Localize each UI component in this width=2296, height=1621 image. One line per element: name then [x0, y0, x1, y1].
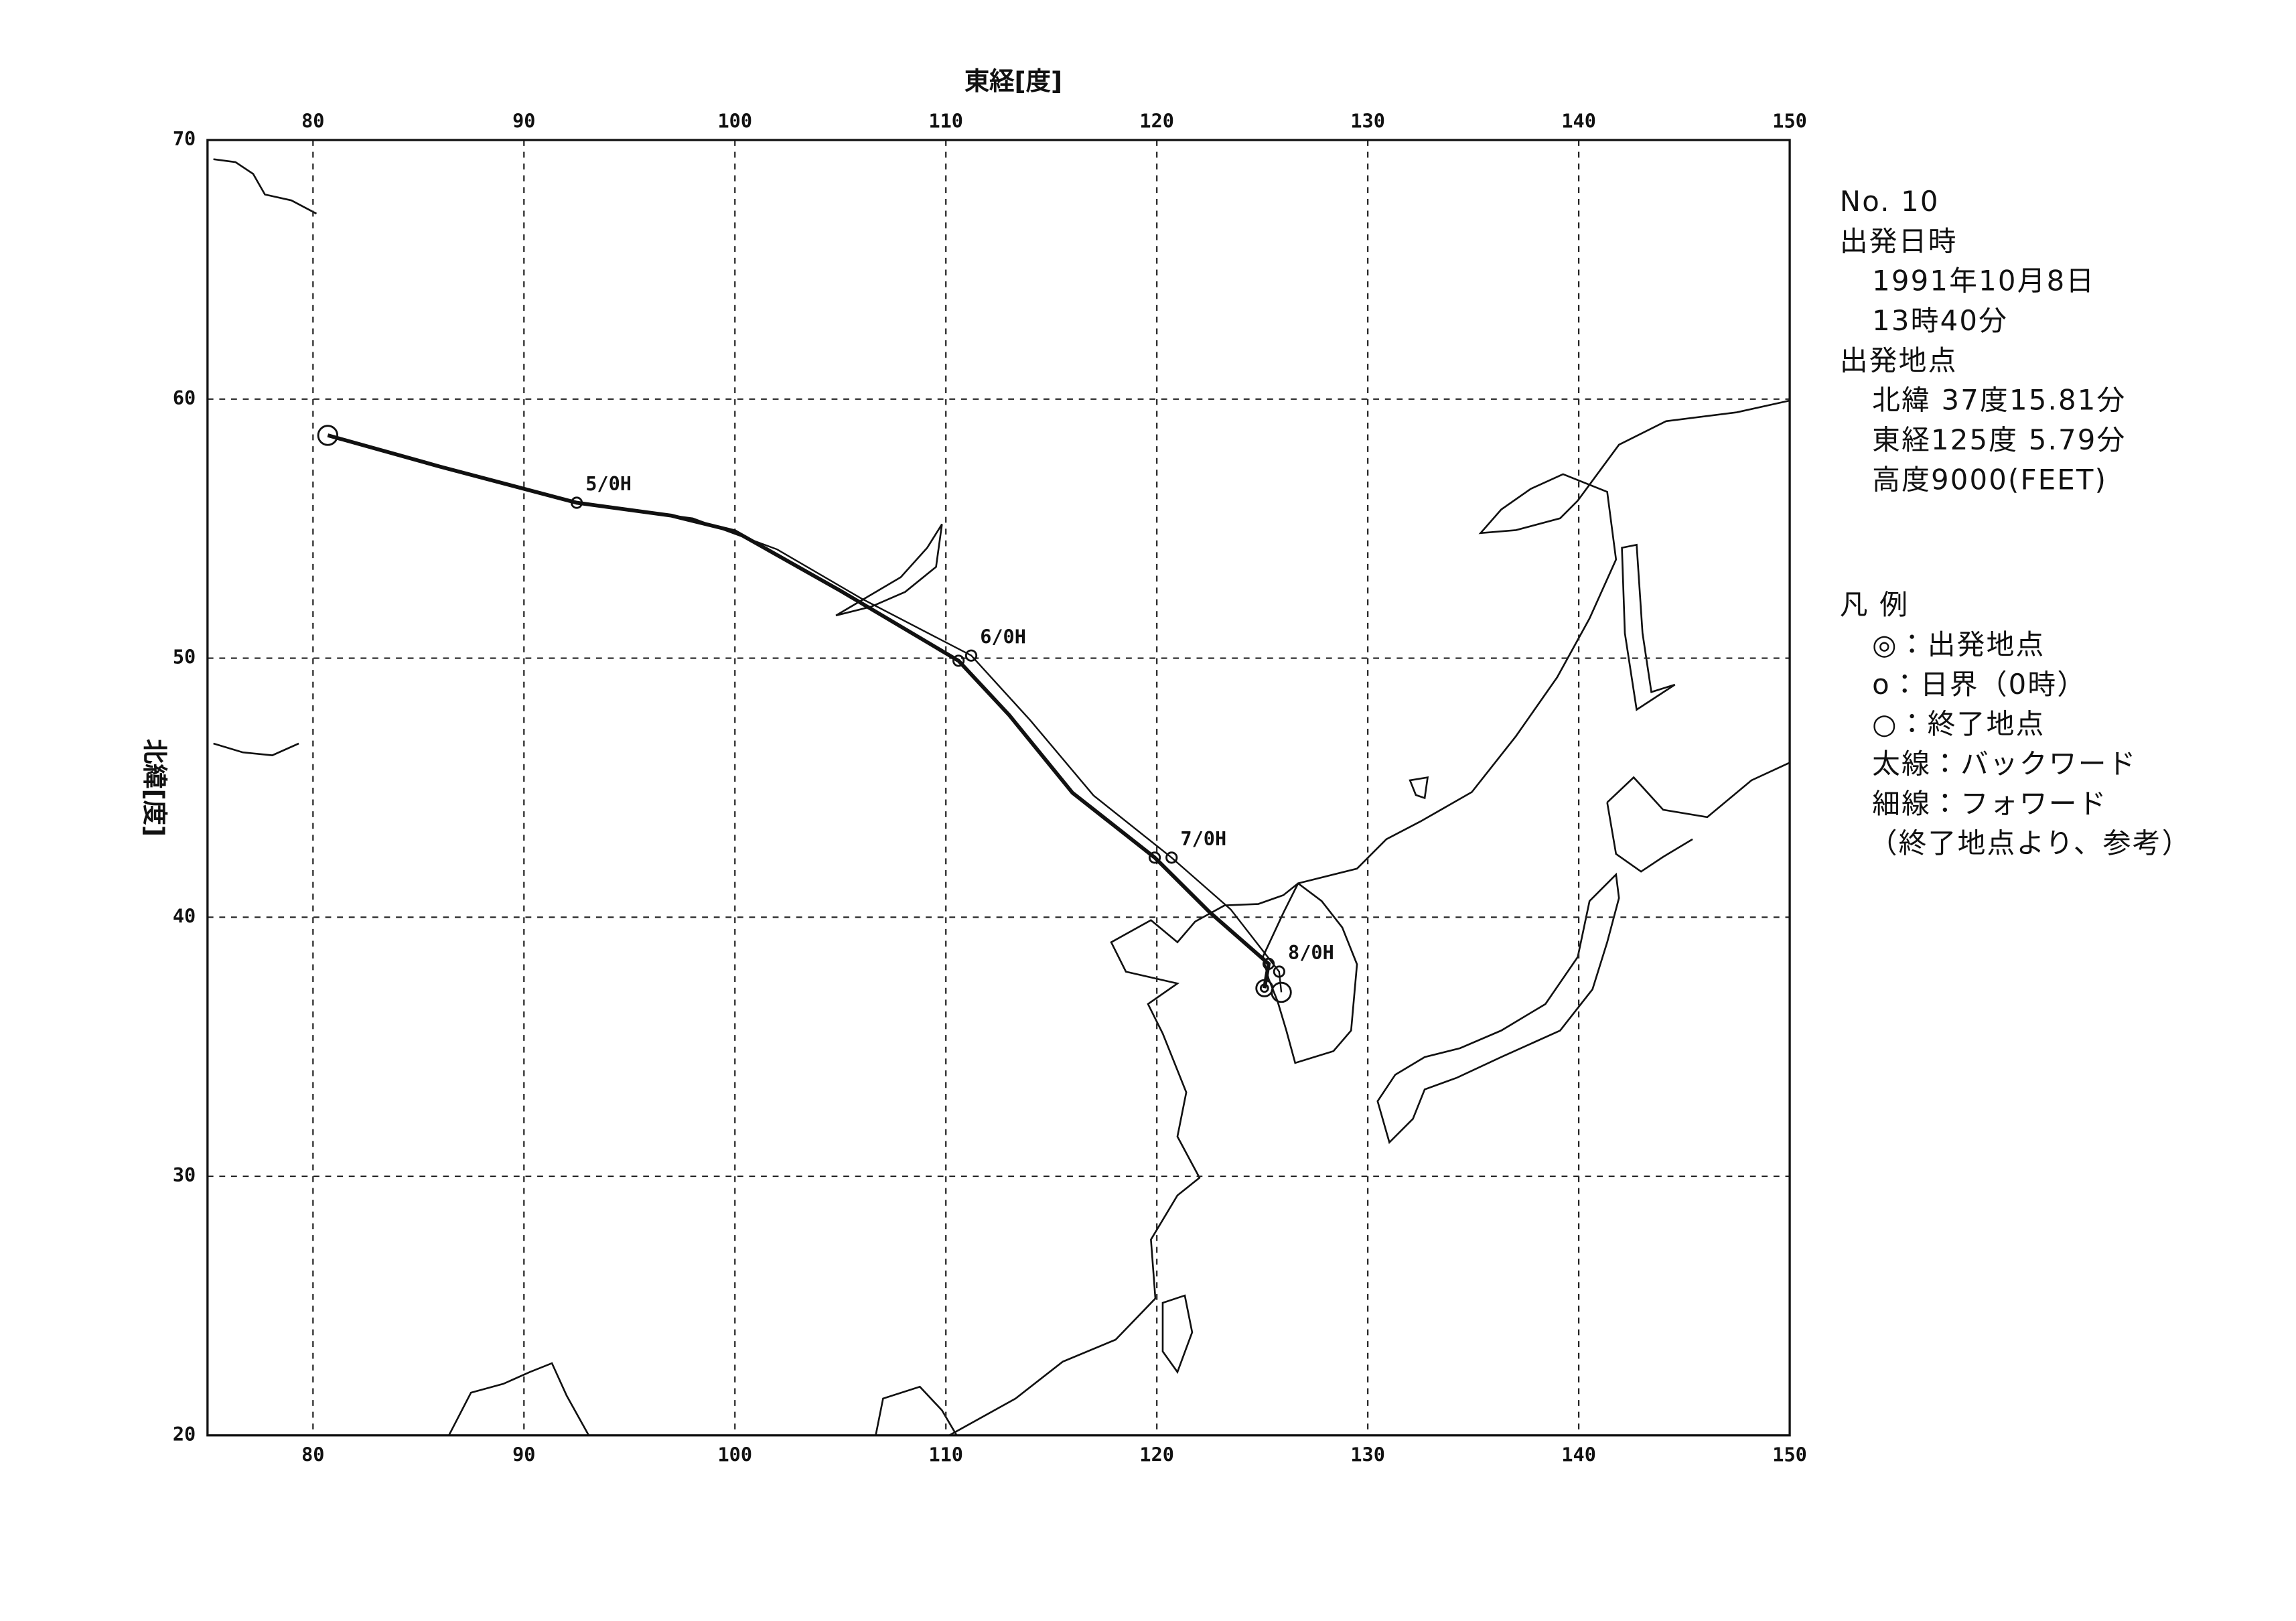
x-tick-label: 120 — [1139, 110, 1174, 133]
x-tick-label: 80 — [301, 110, 324, 133]
trajectory-line — [328, 434, 1283, 993]
coastline — [1376, 872, 1620, 1145]
info-text: 高度9000(FEET) — [1872, 463, 2107, 496]
y-tick-label: 50 — [173, 646, 196, 668]
y-tick-label: 20 — [173, 1423, 196, 1446]
x-tick-label: 140 — [1561, 1443, 1596, 1466]
coastline — [448, 1362, 590, 1435]
coastline — [213, 742, 299, 756]
x-tick-label: 110 — [928, 1443, 963, 1466]
info-text: 13時40分 — [1872, 304, 2008, 337]
info-text: 出発地点 — [1840, 344, 1958, 376]
y-tick-label: 60 — [173, 386, 196, 409]
info-text: 出発日時 — [1840, 224, 1958, 257]
coastline — [1161, 1294, 1194, 1375]
x-tick-label: 80 — [301, 1443, 324, 1466]
day-label: 6/0H — [980, 625, 1026, 648]
y-tick-label: 70 — [173, 127, 196, 150]
legend-item: （終了地点より、参考） — [1869, 827, 2192, 859]
x-tick-label: 100 — [717, 110, 752, 133]
day-marker — [964, 649, 978, 662]
day-marker — [1148, 851, 1161, 864]
x-tick-label: 90 — [512, 1443, 535, 1466]
coastline — [1409, 776, 1429, 800]
legend-item: 細線：フォワード — [1872, 787, 2108, 820]
coastline — [1621, 543, 1676, 711]
x-tick-label: 150 — [1772, 1443, 1807, 1466]
legend-item: 太線：バックワード — [1872, 747, 2137, 780]
x-tick-label: 140 — [1561, 110, 1596, 133]
coastlines — [213, 158, 1790, 1435]
trajectory-line — [327, 433, 1271, 989]
legend-item: ◎：出発地点 — [1872, 628, 2045, 660]
x-tick-label: 130 — [1350, 110, 1385, 133]
start-marker — [1255, 979, 1274, 997]
y-tick-label: 40 — [173, 904, 196, 927]
day-label: 8/0H — [1288, 941, 1334, 964]
end-marker — [317, 425, 339, 446]
y-tick-label: 30 — [173, 1164, 196, 1186]
day-marker — [952, 654, 965, 667]
x-tick-label: 90 — [512, 110, 535, 133]
day-marker — [1165, 851, 1178, 864]
x-axis-title: 東経[度] — [964, 66, 1062, 96]
x-tick-label: 110 — [928, 110, 963, 133]
y-axis-title: 北緯[度] — [140, 739, 169, 837]
x-tick-label: 130 — [1350, 1443, 1385, 1466]
day-marker — [1273, 965, 1285, 978]
legend-title: 凡 例 — [1840, 588, 1909, 621]
x-tick-label: 150 — [1772, 110, 1807, 133]
plot-frame — [206, 139, 1791, 1437]
legend-item: ○：終了地点 — [1872, 707, 2045, 740]
coastline — [213, 158, 317, 215]
day-label: 5/0H — [585, 472, 632, 495]
coastline — [1606, 762, 1790, 873]
coastline — [835, 523, 943, 617]
start-marker-inner — [1259, 983, 1269, 993]
info-text: No. 10 — [1840, 185, 1940, 218]
coastline — [948, 399, 1790, 1435]
info-text: 東経125度 5.79分 — [1872, 423, 2126, 456]
day-label: 7/0H — [1180, 827, 1226, 850]
info-text: 北緯 37度15.81分 — [1872, 384, 2126, 417]
info-text: 1991年10月8日 — [1872, 265, 2095, 297]
legend-item: o：日界（0時） — [1872, 668, 2086, 701]
coastline — [875, 1385, 958, 1435]
x-tick-label: 120 — [1139, 1443, 1174, 1466]
x-tick-label: 100 — [717, 1443, 752, 1466]
